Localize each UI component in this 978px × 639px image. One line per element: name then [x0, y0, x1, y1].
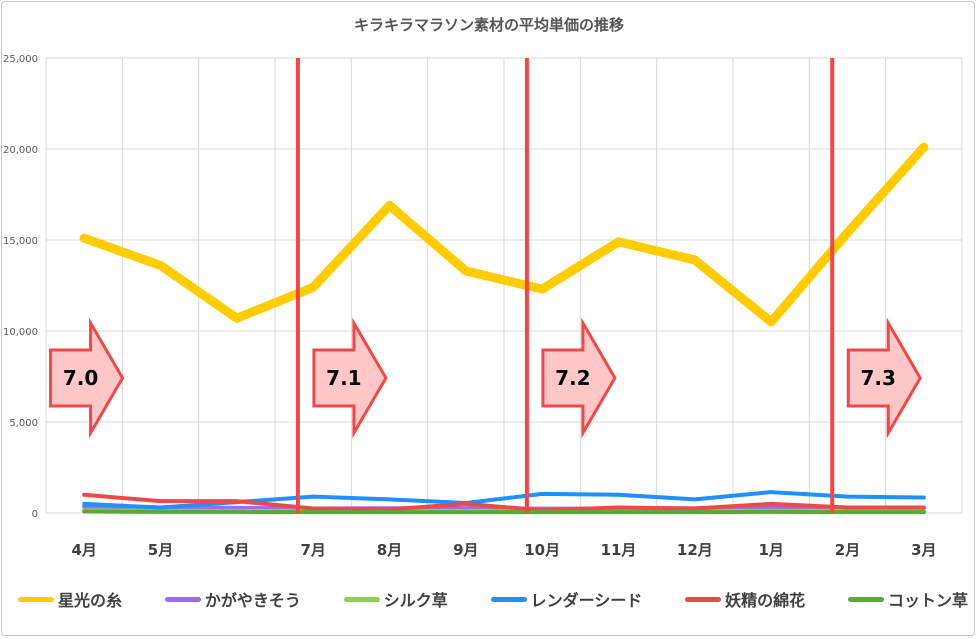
legend-label: レンダーシード: [530, 591, 643, 610]
version-arrow: [49, 317, 125, 439]
x-tick-label: 1月: [758, 541, 783, 559]
legend-item: 星光の糸: [18, 587, 122, 611]
x-tick-label: 9月: [453, 541, 478, 559]
version-arrow: [312, 317, 388, 439]
legend-swatch: [164, 596, 201, 602]
x-tick-label: 6月: [224, 541, 249, 559]
legend-item: レンダーシード: [490, 587, 643, 611]
series-line: [82, 509, 926, 515]
y-tick-label: 25,000: [3, 54, 38, 65]
x-tick-label: 10月: [524, 541, 560, 559]
x-tick-label: 5月: [148, 541, 173, 559]
x-tick-label: 12月: [677, 541, 713, 559]
y-tick-label: 20,000: [3, 145, 38, 156]
legend-swatch: [685, 596, 722, 602]
x-tick-label: 8月: [377, 541, 402, 559]
x-axis: 4月 5月 6月 7月 8月 9月 10月 11月 12月 1月 2月 3月: [71, 541, 936, 559]
series-lines: [79, 142, 929, 515]
legend-swatch: [490, 596, 527, 602]
legend-swatch: [18, 596, 54, 602]
x-tick-label: 11月: [601, 541, 637, 559]
version-label: 7.0: [63, 366, 98, 390]
y-tick-label: 15,000: [3, 236, 38, 247]
legend-item: シルク草: [343, 587, 448, 611]
legend-item: かがやきそう: [164, 587, 301, 611]
legend-item: コットン草: [847, 587, 968, 611]
legend-label: 妖精の綿花: [725, 591, 806, 610]
chart-title: キラキラマラソン素材の平均単価の推移: [353, 16, 624, 34]
y-tick-label: 10,000: [3, 327, 38, 338]
version-markers: 7.0 7.1 7.2 7.3: [49, 58, 922, 513]
legend: 星光の糸 かがやきそう シルク草 レンダーシード 妖精の綿花 コットン草: [18, 585, 968, 613]
y-tick-label: 0: [32, 509, 38, 520]
x-tick-label: 3月: [911, 541, 936, 559]
version-label: 7.2: [555, 366, 590, 390]
y-axis: 0 5,000 10,000 15,000 20,000 25,000: [3, 54, 38, 520]
legend-label: 星光の糸: [58, 591, 123, 610]
legend-label: かがやきそう: [204, 591, 301, 610]
x-tick-label: 4月: [71, 541, 96, 559]
legend-label: コットン草: [887, 591, 968, 610]
series-line: [82, 492, 926, 513]
y-tick-label: 5,000: [9, 418, 38, 429]
legend-swatch: [343, 596, 380, 602]
legend-item: 妖精の綿花: [685, 587, 805, 611]
series-line: [79, 142, 929, 327]
legend-label: シルク草: [383, 591, 448, 610]
version-arrow: [541, 317, 617, 439]
x-tick-label: 2月: [835, 541, 860, 559]
gridlines: [45, 57, 963, 514]
version-arrow: [846, 317, 922, 439]
legend-swatch: [847, 596, 884, 602]
version-label: 7.3: [861, 366, 896, 390]
version-label: 7.1: [326, 366, 361, 390]
x-tick-label: 7月: [300, 541, 325, 559]
